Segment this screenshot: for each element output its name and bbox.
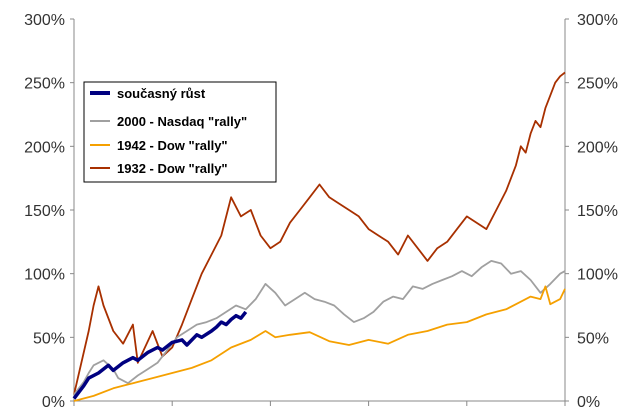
right-y-tick-label: 100% [577, 267, 618, 284]
left-y-tick-label: 300% [24, 12, 65, 29]
left-y-tick-label: 150% [24, 203, 65, 220]
right-y-tick-label: 300% [577, 12, 618, 29]
right-y-tick-label: 200% [577, 139, 618, 156]
left-y-tick-label: 200% [24, 139, 65, 156]
legend-label-0: současný růst [117, 86, 206, 101]
right-y-tick-label: 150% [577, 203, 618, 220]
right-y-tick-label: 50% [577, 330, 609, 347]
series-line-3 [73, 71, 566, 395]
legend: současný růst 2000 - Nasdaq "rally" 1942 -… [83, 81, 277, 183]
series-line-1 [73, 260, 566, 396]
series-layer [72, 71, 566, 402]
legend-label-2: 1942 - Dow "rally" [117, 138, 228, 153]
series-line-0 [72, 310, 248, 400]
legend-box [83, 81, 277, 183]
legend-label-3: 1932 - Dow "rally" [117, 161, 228, 176]
left-y-tick-label: 100% [24, 267, 65, 284]
axes: 0% 0% 50% 50% 100% 100% 150% 150% 200% 200% 250% 25… [24, 12, 618, 411]
series-line-2 [73, 285, 566, 402]
right-y-tick-label: 250% [577, 76, 618, 93]
legend-label-1: 2000 - Nasdaq "rally" [117, 114, 247, 129]
left-y-tick-label: 0% [42, 394, 65, 411]
left-y-tick-label: 250% [24, 76, 65, 93]
right-y-tick-label: 0% [577, 394, 600, 411]
left-y-tick-label: 50% [33, 330, 65, 347]
